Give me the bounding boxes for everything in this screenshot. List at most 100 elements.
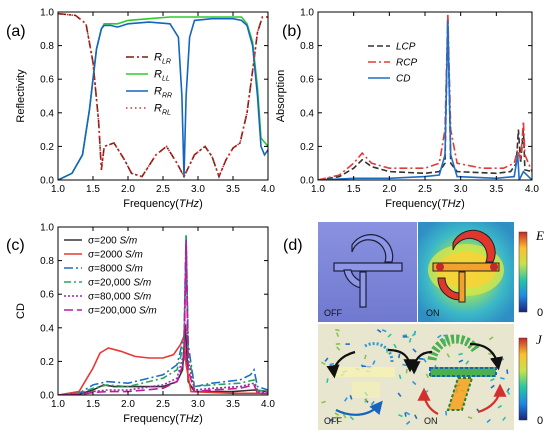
current-off-label: OFF — [324, 416, 342, 426]
current-arrow-glyph — [329, 418, 334, 422]
current-arrow-glyph — [467, 416, 473, 419]
y-tick-label: 0.4 — [300, 108, 314, 119]
y-tick-label: 0.6 — [40, 290, 54, 301]
y-tick-label: 1.0 — [300, 8, 314, 19]
x-tick-label: 3.0 — [191, 184, 205, 195]
x-tick-label: 2.5 — [418, 184, 432, 195]
legend-label: σ=200 S/m — [88, 236, 137, 247]
x-tick-label: 4.0 — [261, 399, 275, 410]
current-off-structure — [330, 342, 395, 398]
legend-label-unit: S/m — [139, 306, 157, 317]
legend-label: RLR — [154, 52, 171, 66]
current-arrow-glyph — [376, 328, 382, 333]
x-axis-title-close: ) — [461, 198, 465, 210]
y-axis-title: Reflectivity — [15, 69, 27, 123]
current-arrow-glyph — [326, 378, 329, 383]
x-tick-label: 1.5 — [86, 184, 100, 195]
chart-panel-b: 1.0 1.5 2.0 2.5 3.0 3.5 4.0 0.0 0.2 0.4 0.6 0.8 1.0 F… — [275, 8, 539, 211]
x-tick-label: 1.5 — [347, 184, 361, 195]
current-arrow-glyph — [411, 332, 416, 337]
current-arrow-glyph — [506, 390, 511, 395]
legend-label: σ=200,000 S/m — [88, 306, 157, 317]
x-axis-title-unit: THz — [179, 413, 200, 425]
current-arrow-glyph — [422, 358, 427, 363]
legend-label: LCP — [396, 42, 416, 53]
colorbar-j — [518, 337, 528, 421]
current-arrow-glyph — [408, 337, 412, 343]
circulation-arrows — [326, 342, 507, 416]
current-arrow-glyph — [502, 416, 507, 421]
x-tick-label: 2.0 — [382, 184, 396, 195]
current-arrow-glyph — [324, 357, 329, 362]
x-tick-label: 1.5 — [86, 399, 100, 410]
e-field-on-label: ON — [426, 308, 440, 318]
y-tick-label: 0.0 — [40, 176, 54, 187]
legend-label-unit: S/m — [119, 236, 137, 247]
current-arrow-glyph — [329, 362, 335, 366]
colorbar-e-symbol: E — [535, 228, 544, 243]
x-axis-title-unit: THz — [179, 198, 200, 210]
legend-label: σ=80,000 S/m — [88, 292, 151, 303]
x-axis-title-close: ) — [199, 413, 203, 425]
current-arrow-glyph — [349, 416, 355, 421]
current-arrow-glyph — [458, 359, 464, 363]
legend-label: RRR — [154, 86, 172, 100]
y-tick-label: 0.4 — [40, 323, 54, 334]
current-arrow-glyph — [349, 394, 353, 400]
legend-label: RRL — [154, 103, 171, 117]
current-arrow-glyph — [488, 352, 493, 356]
series-line-c-1 — [58, 335, 268, 395]
x-tick-label: 4.0 — [261, 184, 275, 195]
x-tick-label: 3.0 — [454, 184, 468, 195]
colorbar-e — [518, 231, 528, 313]
x-axis-title: Frequency(THz) — [123, 413, 202, 425]
colorbar-e-min: 0 — [537, 307, 543, 319]
series-line-c-5 — [58, 243, 268, 395]
current-arrow-glyph — [361, 364, 367, 368]
legend-label-unit: S/m — [125, 250, 143, 261]
x-tick-label: 2.0 — [121, 399, 135, 410]
legend-label-main: R — [154, 52, 162, 64]
y-tick-label: 0.2 — [40, 357, 54, 368]
structure-off-top — [333, 234, 403, 308]
y-tick-label: 0.2 — [40, 142, 54, 153]
legend-label: CD — [396, 74, 410, 85]
legend-label-sub: LR — [162, 59, 171, 66]
y-tick-label: 0.8 — [40, 41, 54, 52]
current-arrow-glyph — [321, 400, 326, 404]
legend-label-main: σ=200 — [88, 236, 119, 247]
y-tick-label: 0.0 — [300, 176, 314, 187]
legend-label: RCP — [396, 58, 417, 69]
y-tick-label: 1.0 — [40, 223, 54, 234]
y-tick-label: 0.6 — [300, 75, 314, 86]
current-arrow-glyph — [404, 412, 407, 417]
x-tick-label: 1.0 — [311, 184, 325, 195]
current-arrow-glyph — [412, 348, 417, 353]
x-tick-label: 3.5 — [226, 399, 240, 410]
current-arrow-glyph — [398, 413, 403, 418]
x-tick-label: 2.5 — [156, 184, 170, 195]
legend-label-main: σ=80,000 — [88, 292, 133, 303]
current-arrow-glyph — [402, 334, 408, 337]
current-arrow-glyph — [425, 373, 430, 379]
current-on-label: ON — [424, 416, 438, 426]
current-arrow-glyph — [372, 360, 376, 365]
colorbar-j-min: 0 — [537, 415, 543, 427]
x-axis-title: Frequency(THz) — [385, 198, 464, 210]
series-line-b-0 — [318, 16, 532, 180]
current-arrow-glyph — [336, 346, 341, 351]
legend-label-sub: RR — [162, 93, 172, 100]
x-tick-label: 3.0 — [191, 399, 205, 410]
panel-d-figure: OFF ON — [318, 222, 544, 430]
panel-label-c: (c) — [6, 237, 25, 254]
current-arrow-glyph — [488, 336, 494, 341]
current-arrow-glyph — [363, 354, 367, 360]
current-arrow-glyph — [465, 360, 470, 365]
x-tick-label: 3.5 — [226, 184, 240, 195]
series-line-a-2 — [58, 17, 268, 180]
legend-label-main: σ=8000 — [88, 264, 125, 275]
x-tick-label: 4.0 — [525, 184, 539, 195]
e-field-off-label: OFF — [324, 308, 342, 318]
current-arrow-glyph — [343, 397, 348, 402]
plot-frame — [317, 11, 533, 181]
